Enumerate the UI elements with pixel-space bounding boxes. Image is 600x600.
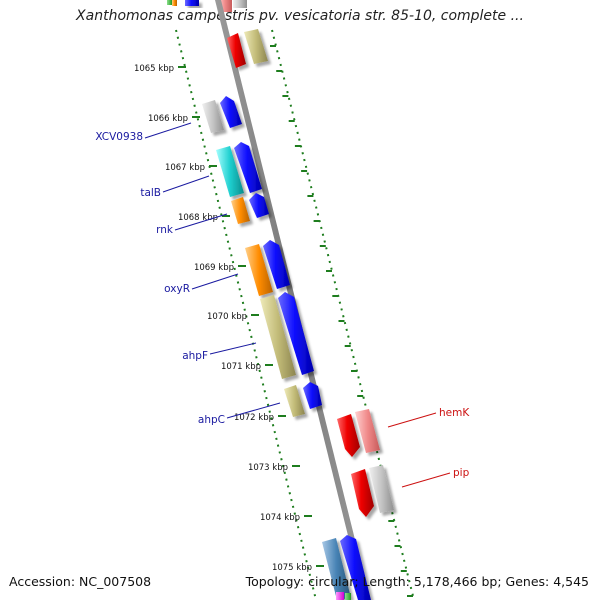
feature-red-pip [351, 469, 374, 517]
feature-pink-hemk [355, 409, 380, 453]
kbp-tick: 1074 kbp [260, 513, 312, 523]
kbp-tick-label: 1072 kbp [234, 413, 274, 423]
kbp-tick-label: 1073 kbp [248, 463, 288, 473]
feature-cyan-talb [216, 146, 244, 197]
gene-label-oxyr: oxyR [164, 283, 190, 295]
kbp-tick-label: 1069 kbp [194, 263, 234, 273]
feature-gray-pip [369, 465, 394, 513]
kbp-tick-label: 1071 kbp [221, 362, 261, 372]
feature-top-green [167, 0, 172, 5]
kbp-ticks: 1065 kbp 1066 kbp 1067 kbp 1068 kbp 1069… [134, 64, 324, 573]
kbp-tick: 1066 kbp [148, 114, 200, 124]
gene-label-ahpf: ahpF [182, 350, 208, 362]
features [202, 29, 394, 600]
kbp-tick-label: 1065 kbp [134, 64, 174, 74]
feature-olive-ahpc [284, 385, 305, 417]
feature-orange-oxyr [245, 244, 273, 296]
feature-blue-rnk [249, 193, 269, 218]
feature-olive-ahpf [260, 295, 296, 379]
kbp-tick: 1071 kbp [221, 362, 273, 372]
gene-labels-right: hemK pip [387, 407, 470, 488]
kbp-tick: 1073 kbp [248, 463, 300, 473]
gene-label-hemk: hemK [439, 407, 470, 419]
feature-blue-oxyr [263, 240, 290, 289]
kbp-tick: 1075 kbp [272, 563, 324, 573]
kbp-tick: 1069 kbp [194, 263, 246, 273]
gene-label-ahpc: ahpC [198, 414, 225, 426]
kbp-tick: 1072 kbp [234, 413, 286, 423]
feature-gray-xcv0938 [202, 100, 224, 133]
kbp-tick-label: 1070 kbp [207, 312, 247, 322]
feature-red-top [227, 33, 246, 68]
kbp-tick-label: 1068 kbp [178, 213, 218, 223]
accession-text: Accession: NC_007508 [9, 574, 152, 589]
feature-top-blue [185, 0, 199, 6]
gene-label-rnk: rnk [156, 224, 174, 236]
feature-top-orange [172, 0, 177, 6]
kbp-tick: 1070 kbp [207, 312, 259, 322]
feature-blue-ahpf [278, 292, 314, 375]
map-title: Xanthomonas campestris pv. vesicatoria s… [76, 8, 524, 24]
feature-orange-rnk [231, 197, 250, 224]
kbp-tick-label: 1067 kbp [165, 163, 205, 173]
kbp-tick: 1067 kbp [165, 163, 217, 173]
kbp-tick-label: 1075 kbp [272, 563, 312, 573]
kbp-tick: 1068 kbp [178, 213, 230, 223]
kbp-tick: 1065 kbp [134, 64, 186, 74]
feature-magenta-bottom [336, 592, 344, 600]
feature-steel-bottom [322, 538, 351, 600]
gene-label-pip: pip [453, 467, 470, 479]
topology-text: Topology: circular; Length: 5,178,466 bp… [245, 574, 589, 589]
feature-blue-ahpc [303, 382, 322, 409]
feature-olive-top [244, 29, 268, 64]
feature-blue-xcv0938 [220, 96, 242, 128]
gene-label-talb: talB [140, 187, 161, 199]
gene-label-xcv0938: XCV0938 [95, 131, 143, 143]
feature-green-bottom [345, 593, 351, 600]
feature-blue-bottom [340, 535, 371, 600]
kbp-tick-label: 1066 kbp [148, 114, 188, 124]
feature-top-gray [233, 0, 247, 8]
gene-labels-left: XCV0938 talB rnk oxyR ahpF ahpC [95, 122, 281, 426]
feature-red-hemk [337, 414, 360, 457]
feature-blue-talb [234, 142, 262, 193]
kbp-tick-label: 1074 kbp [260, 513, 300, 523]
